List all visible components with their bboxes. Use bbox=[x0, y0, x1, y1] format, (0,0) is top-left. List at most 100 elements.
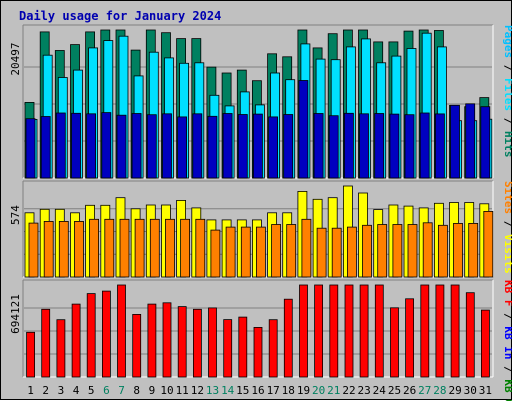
bar-sites-day-31 bbox=[483, 210, 494, 278]
bar-sites-day-17 bbox=[271, 224, 282, 278]
x-tick-label: 16 bbox=[251, 384, 264, 397]
bar-pages-day-5 bbox=[86, 113, 96, 179]
bar-kb-f-day-3 bbox=[56, 319, 66, 378]
bar-kb-f-day-14 bbox=[223, 319, 233, 378]
bar-sites-day-11 bbox=[180, 218, 191, 278]
bar-sites-day-10 bbox=[165, 218, 175, 278]
bar-kb-f-day-1 bbox=[26, 331, 36, 378]
bar-sites-day-9 bbox=[149, 218, 160, 278]
bar-sites-day-8 bbox=[134, 218, 145, 278]
bar-pages-day-26 bbox=[404, 114, 415, 179]
bar-pages-day-14 bbox=[222, 113, 233, 179]
panel-visits-sites: 574 Sites / Visits bbox=[9, 180, 512, 278]
x-tick-label: 13 bbox=[206, 384, 219, 397]
bar-sites-day-26 bbox=[407, 224, 418, 278]
bar-kb-f-day-10 bbox=[162, 302, 172, 378]
x-tick-label: 24 bbox=[373, 384, 387, 397]
x-tick-label: 3 bbox=[58, 384, 65, 397]
legend-entry: KB In bbox=[502, 326, 512, 359]
bar-pages-day-25 bbox=[389, 113, 400, 179]
bar-pages-day-16 bbox=[252, 113, 263, 179]
bar-sites-day-20 bbox=[316, 227, 327, 278]
x-tick-label: 7 bbox=[118, 384, 125, 397]
legend-entry: / bbox=[502, 307, 512, 327]
bar-kb-f-day-13 bbox=[208, 307, 217, 378]
x-tick-label: 15 bbox=[236, 384, 249, 397]
bar-kb-f-day-19 bbox=[299, 284, 308, 378]
bar-pages-day-31 bbox=[480, 106, 491, 179]
bar-pages-day-23 bbox=[359, 113, 369, 179]
legend-entry: / bbox=[502, 111, 512, 131]
bar-sites-day-6 bbox=[104, 218, 115, 278]
bar-kb-f-day-5 bbox=[86, 293, 96, 378]
max-value-label: 694121 bbox=[9, 294, 22, 334]
x-tick-label: 28 bbox=[433, 384, 446, 397]
bar-kb-f-day-6 bbox=[102, 290, 111, 378]
bar-sites-day-2 bbox=[43, 220, 54, 278]
bar-sites-day-24 bbox=[377, 224, 388, 278]
bar-pages-day-30 bbox=[465, 103, 476, 179]
x-tick-label: 23 bbox=[357, 384, 370, 397]
legend-entry: KB F bbox=[502, 280, 512, 307]
series-legend: Pages / Files / Hits bbox=[502, 25, 512, 158]
x-tick-label: 14 bbox=[221, 384, 235, 397]
bar-pages-day-18 bbox=[283, 114, 294, 179]
bar-pages-day-7 bbox=[116, 114, 127, 179]
bar-pages-day-1 bbox=[25, 118, 36, 179]
bar-kb-f-day-22 bbox=[344, 284, 354, 378]
bar-kb-f-day-8 bbox=[132, 313, 142, 378]
legend-entry: Files bbox=[502, 78, 512, 111]
legend-entry: / bbox=[502, 360, 512, 380]
x-tick-label: 30 bbox=[464, 384, 477, 397]
x-tick-label: 18 bbox=[282, 384, 295, 397]
bar-sites-day-13 bbox=[210, 229, 221, 278]
x-tick-label: 31 bbox=[479, 384, 492, 397]
x-tick-label: 6 bbox=[103, 384, 110, 397]
bar-sites-day-19 bbox=[301, 218, 312, 278]
x-tick-label: 25 bbox=[388, 384, 401, 397]
legend-entry: Sites bbox=[502, 181, 512, 214]
x-tick-label: 8 bbox=[133, 384, 140, 397]
x-tick-label: 1 bbox=[27, 384, 34, 397]
bar-kb-f-day-21 bbox=[329, 284, 339, 378]
bar-pages-day-11 bbox=[177, 116, 188, 179]
max-value-label: 20497 bbox=[9, 42, 22, 75]
bar-kb-f-day-24 bbox=[374, 284, 384, 378]
bar-kb-f-day-2 bbox=[41, 308, 51, 378]
bar-pages-day-19 bbox=[298, 80, 309, 179]
bar-pages-day-20 bbox=[313, 113, 324, 179]
bar-sites-day-4 bbox=[74, 220, 84, 278]
bar-kb-f-day-9 bbox=[147, 303, 157, 378]
bar-kb-f-day-31 bbox=[480, 309, 490, 378]
bar-pages-day-24 bbox=[374, 113, 385, 179]
bar-kb-f-day-4 bbox=[71, 303, 81, 378]
bar-pages-day-13 bbox=[207, 115, 218, 179]
bar-kb-f-day-26 bbox=[405, 298, 415, 378]
bar-kb-f-day-20 bbox=[314, 284, 324, 378]
bar-pages-day-3 bbox=[55, 112, 66, 179]
bar-sites-day-29 bbox=[453, 222, 463, 278]
x-tick-label: 10 bbox=[160, 384, 173, 397]
bar-sites-day-21 bbox=[331, 227, 342, 278]
x-tick-label: 5 bbox=[88, 384, 95, 397]
x-tick-label: 4 bbox=[73, 384, 80, 397]
bar-sites-day-15 bbox=[240, 226, 251, 278]
bar-kb-f-day-23 bbox=[359, 284, 369, 378]
bar-pages-day-9 bbox=[146, 114, 157, 179]
x-axis: 1 2 3 4 5 6 7 8 9 10 11 12 13 14 15 16 17 18 19 20 21 22 23 24 2… bbox=[27, 384, 492, 397]
series-legend: KB F / KB In / KB Out bbox=[502, 280, 512, 401]
bar-sites-day-7 bbox=[119, 218, 130, 278]
bar-kb-f-day-11 bbox=[177, 306, 187, 378]
bar-sites-day-3 bbox=[58, 220, 69, 278]
bar-pages-day-21 bbox=[328, 115, 339, 179]
chart-title: Daily usage for January 2024 bbox=[19, 9, 221, 23]
bar-pages-day-10 bbox=[162, 113, 172, 179]
x-tick-label: 20 bbox=[312, 384, 325, 397]
legend-entry: / bbox=[502, 214, 512, 234]
bar-sites-day-18 bbox=[286, 224, 297, 278]
max-value-label: 574 bbox=[9, 205, 22, 225]
x-tick-label: 26 bbox=[403, 384, 416, 397]
bar-pages-day-2 bbox=[40, 116, 51, 179]
series-legend: Sites / Visits bbox=[502, 181, 512, 274]
